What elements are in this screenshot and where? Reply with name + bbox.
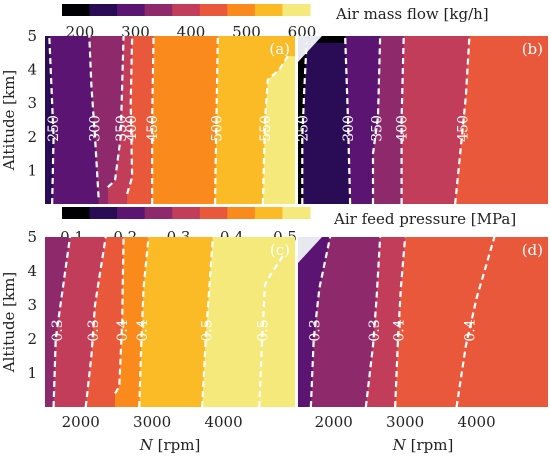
colorbar-1-label: Air mass flow [kg/h]	[335, 5, 489, 23]
panel-d-contour-label: 0.3	[308, 319, 324, 341]
panel-d-contour-label: 0.3	[367, 319, 383, 341]
panel-c-letter: (c)	[270, 241, 290, 259]
panel-d-no-data-region	[298, 237, 322, 263]
panel-a-letter: (a)	[269, 40, 290, 58]
colorbar-1-swatch	[172, 4, 201, 16]
panel-c-contour-line	[138, 236, 150, 408]
panel-c-ytick: 4	[27, 262, 37, 280]
panel-b-contour-label: 400	[395, 115, 411, 142]
panel-b-region	[455, 36, 548, 204]
panel-d-contour-line	[455, 236, 496, 408]
panel-b-letter: (b)	[522, 40, 543, 58]
panel-c-ytick: 1	[27, 364, 37, 382]
colorbar-2-swatch	[199, 207, 228, 219]
panel-c-contour-line	[201, 236, 214, 408]
panel-c-contour-label: 0.3	[50, 319, 66, 341]
panel-d-xtick: 4000	[457, 413, 495, 431]
panel-c-contour-label: 0.5	[256, 319, 272, 341]
colorbar-1-swatch	[227, 4, 256, 16]
panel-a-region	[262, 56, 295, 204]
panel-c-xlabel: N [rpm]	[139, 436, 201, 454]
panel-b-contour-label: 300	[341, 115, 357, 142]
panel-c-ylabel: Altitude [km]	[0, 272, 18, 373]
panel-a-contour-line	[213, 35, 219, 205]
panel-a-contour-line	[261, 55, 289, 205]
panel-a-contour-label: 400	[124, 115, 140, 142]
colorbar-2-swatch	[254, 207, 283, 219]
panel-d-xtick: 2000	[315, 413, 353, 431]
colorbar-2-swatch	[282, 207, 311, 219]
panel-d-letter: (d)	[522, 241, 543, 259]
panel-a-ylabel: Altitude [km]	[0, 70, 18, 171]
panel-a-contour-label: 450	[145, 115, 161, 142]
panel-a-contour-line	[88, 35, 100, 198]
panel-c-xtick: 2000	[62, 413, 100, 431]
panel-b-no-data-region	[298, 36, 322, 62]
panel-a-contour-label: 300	[87, 115, 103, 142]
panel-b-contour-line	[371, 35, 382, 204]
panel-d-contour-label: 0.4	[391, 319, 407, 341]
colorbar-1-swatch	[144, 4, 173, 16]
panel-c-region	[259, 254, 295, 407]
panel-c-contour-line	[258, 253, 286, 408]
panel-c-ytick: 2	[27, 330, 37, 348]
panel-c-contour-label: 0.4	[115, 319, 131, 341]
colorbar-2-swatch	[62, 207, 91, 219]
colorbar-2-swatch	[144, 207, 173, 219]
panel-a-contour-label: 250	[46, 115, 62, 142]
panel-c-contour-label: 0.4	[135, 319, 151, 341]
panel-a-ytick: 3	[27, 94, 37, 112]
panel-a-contour-line	[126, 35, 134, 195]
colorbar-1-swatch	[199, 4, 228, 16]
panel-a-ytick: 4	[27, 61, 37, 79]
panel-c-ytick: 3	[27, 296, 37, 314]
colorbar-2-label: Air feed pressure [MPa]	[333, 210, 516, 228]
colorbar-2-swatch	[89, 207, 118, 219]
panel-a-ytick: 1	[27, 161, 37, 179]
panel-c-contour-label: 0.5	[199, 319, 215, 341]
panel-a-contour-label: 550	[258, 115, 274, 142]
panel-a-contour-line	[107, 35, 125, 189]
panel-b-contour-line	[301, 42, 308, 204]
panel-d-xlabel: N [rpm]	[392, 436, 454, 454]
panel-b-contour-label: 350	[369, 115, 385, 142]
colorbar-2-swatch	[172, 207, 201, 219]
panel-c-ytick: 5	[27, 228, 37, 246]
panel-c-contour-line	[84, 236, 107, 408]
panel-d-contour-line	[309, 236, 332, 408]
panel-c-contour-line	[52, 236, 72, 408]
panel-a-ytick: 2	[27, 128, 37, 146]
panel-b-contour-line	[344, 35, 352, 205]
colorbar-2-swatch	[117, 207, 146, 219]
panel-d-contour-line	[364, 236, 382, 408]
panel-d-contour-label: 0.4	[462, 319, 478, 341]
panel-b-contour-line	[454, 35, 471, 205]
panel-a-contour-line	[151, 35, 155, 204]
panel-b-contour-label: 450	[456, 115, 472, 142]
panel-c-contour-label: 0.3	[86, 319, 102, 341]
panel-b-contour-line	[400, 35, 405, 204]
panel-d-xtick: 3000	[386, 413, 424, 431]
panel-c-contour-line	[114, 236, 125, 394]
panel-a-contour-line	[48, 35, 55, 205]
panel-a-contour-label: 500	[209, 115, 225, 142]
panel-d-contour-line	[394, 236, 407, 408]
panel-c-xtick: 4000	[204, 413, 242, 431]
panel-d-region	[456, 237, 548, 407]
colorbar-2-swatch	[227, 207, 256, 219]
panel-a-contour-label: 350	[114, 115, 130, 142]
colorbar-1-swatch	[254, 4, 283, 16]
colorbar-1-swatch	[89, 4, 118, 16]
colorbar-1-swatch	[117, 4, 146, 16]
panel-c-xtick: 3000	[133, 413, 171, 431]
colorbar-1-swatch	[62, 4, 91, 16]
colorbar-1-swatch	[282, 4, 311, 16]
panel-a-ytick: 5	[27, 27, 37, 45]
panel-b-contour-label: 250	[296, 115, 312, 142]
